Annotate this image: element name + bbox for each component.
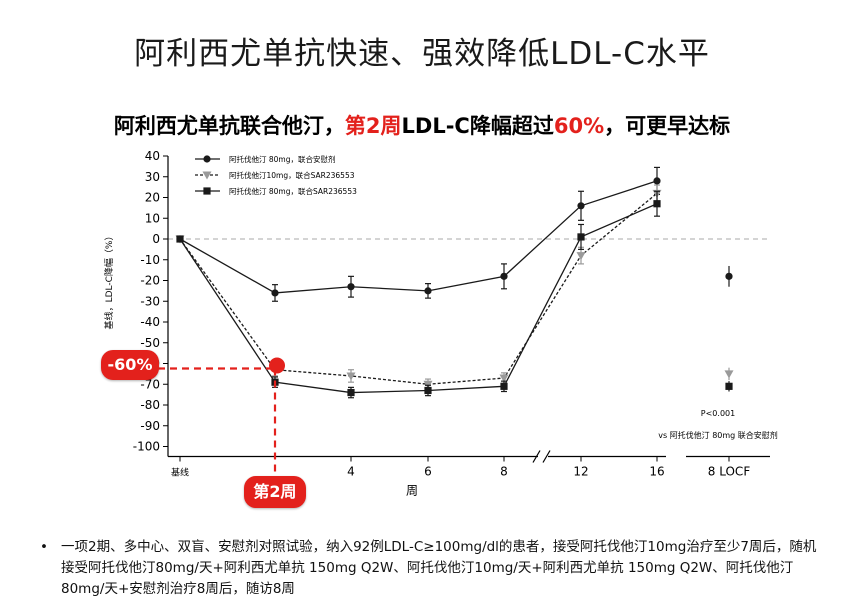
- locf-point: [724, 370, 734, 379]
- data-point: [653, 200, 661, 208]
- y-tick-label: -10: [140, 253, 160, 267]
- pvalue-comparator: vs 阿托伐他汀 80mg 联合安慰剂: [658, 430, 778, 440]
- slide-subtitle: 阿利西尤单抗联合他汀，第2周LDL-C降幅超过60%，可更早达标: [0, 110, 844, 140]
- y-tick-label: 20: [145, 191, 160, 205]
- series-line: [179, 192, 658, 385]
- y-tick-label: -50: [140, 336, 160, 350]
- y-tick-label: -100: [133, 440, 160, 454]
- callout-minus60: -60%: [101, 350, 159, 380]
- x-axis-label: 周: [406, 484, 418, 498]
- subtitle-percent: 60%: [553, 114, 605, 138]
- y-tick-label: -40: [140, 315, 160, 329]
- x-tick-label: 16: [649, 465, 664, 479]
- x-tick-label: 6: [424, 465, 432, 479]
- axis-break-mark: [542, 450, 551, 463]
- y-tick-label: 0: [152, 232, 160, 246]
- slide-title: 阿利西尤单抗快速、强效降低LDL-C水平: [134, 36, 710, 72]
- axis-break-mark: [532, 450, 541, 463]
- legend-marker: [203, 155, 211, 163]
- x-tick-label: 8 LOCF: [708, 465, 751, 479]
- data-point: [176, 235, 184, 243]
- footnote-bullet: •: [40, 539, 48, 555]
- subtitle-part1: 阿利西尤单抗联合他汀，: [113, 114, 345, 138]
- y-tick-label: -80: [140, 398, 160, 412]
- locf-point: [725, 382, 733, 390]
- legend-label: 阿托伐他汀 80mg，联合安慰剂: [229, 154, 336, 164]
- subtitle-part3: LDL-C降幅超过: [401, 114, 554, 138]
- data-point: [499, 374, 509, 383]
- highlight-dot: [269, 357, 285, 374]
- footnote: • 一项2期、多中心、双盲、安慰剂对照试验，纳入92例LDL-C≥100mg/d…: [40, 537, 820, 600]
- data-point: [576, 252, 586, 261]
- legend-label: 阿托伐他汀10mg，联合SAR236553: [229, 170, 355, 180]
- locf-point: [725, 272, 733, 280]
- data-point: [347, 283, 355, 291]
- data-point: [577, 202, 585, 210]
- footnote-text: 一项2期、多中心、双盲、安慰剂对照试验，纳入92例LDL-C≥100mg/dl的…: [61, 539, 817, 597]
- y-tick-label: -30: [140, 294, 160, 308]
- series-line: [179, 203, 658, 394]
- subtitle-part5: ，可更早达标: [604, 114, 731, 138]
- legend-marker: [202, 171, 212, 180]
- legend-marker: [203, 187, 211, 195]
- ldl-chart: 403020100-10-20-30-40-50-60-70-80-90-100…: [103, 149, 778, 498]
- x-tick-label: 4: [347, 465, 355, 479]
- x-tick-label: 基线: [171, 467, 189, 479]
- y-tick-label: -90: [140, 419, 160, 433]
- legend-label: 阿托伐他汀 80mg，联合SAR236553: [229, 186, 357, 196]
- data-point: [271, 289, 279, 297]
- x-tick-label: 8: [500, 465, 508, 479]
- y-axis-label: 基线，LDL-C降幅（%）: [103, 232, 115, 330]
- data-point: [577, 233, 585, 241]
- data-point: [653, 177, 661, 185]
- data-point: [424, 287, 432, 295]
- data-point: [500, 272, 508, 280]
- data-point: [347, 388, 355, 397]
- pvalue-text: P<0.001: [701, 409, 735, 418]
- data-point: [346, 372, 356, 381]
- callout-week2: 第2周: [244, 476, 306, 508]
- subtitle-week2: 第2周: [344, 114, 402, 138]
- y-tick-label: 30: [145, 170, 160, 184]
- x-tick-label: 12: [573, 465, 588, 479]
- y-tick-label: 40: [145, 149, 160, 163]
- y-tick-label: 10: [145, 211, 160, 225]
- data-point: [424, 386, 432, 395]
- data-point: [500, 382, 508, 390]
- series-line: [179, 180, 658, 294]
- y-tick-label: -70: [140, 377, 160, 391]
- y-tick-label: -20: [140, 274, 160, 288]
